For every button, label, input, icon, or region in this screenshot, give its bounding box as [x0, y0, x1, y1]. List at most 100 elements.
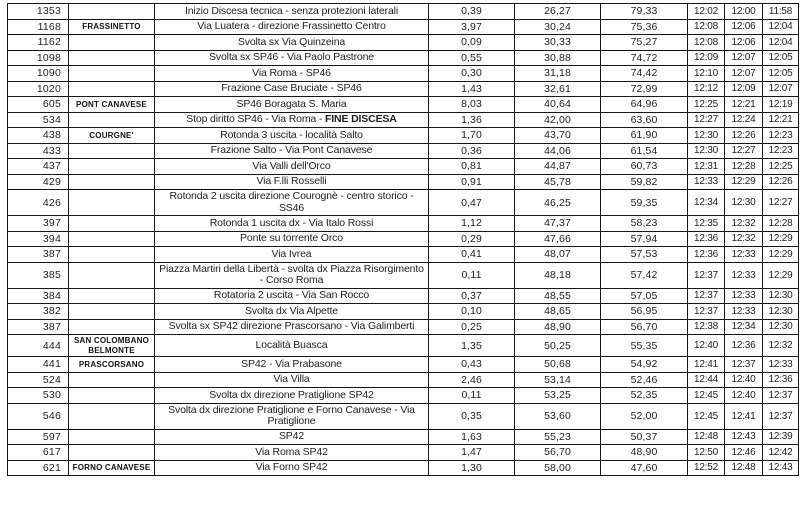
eta-mid-cell: 12:40	[724, 387, 763, 404]
covered-distance-cell: 56,70	[514, 444, 601, 461]
altitude-cell: 437	[7, 158, 69, 175]
remaining-distance-cell: 52,00	[600, 402, 688, 430]
eta-fast-cell: 12:37	[687, 261, 725, 289]
description-text: Via F.lli Rosselli	[256, 175, 327, 187]
location-cell	[68, 142, 155, 159]
table-row: 605 PONT CANAVESE SP46 Boragata S. Maria…	[7, 96, 799, 113]
covered-distance-cell: 32,61	[514, 80, 601, 97]
eta-slow-cell: 12:39	[762, 428, 799, 445]
eta-slow-cell: 12:32	[762, 334, 799, 357]
table-row: 385 Piazza Martiri della Libertà - svolt…	[7, 261, 799, 289]
location-cell: SAN COLOMBANO BELMONTE	[68, 334, 155, 357]
location-cell	[68, 246, 155, 263]
location-cell: FORNO CANAVESE	[68, 459, 155, 476]
eta-fast-cell: 12:50	[687, 444, 725, 461]
remaining-distance-cell: 79,33	[600, 3, 688, 20]
covered-distance-cell: 44,06	[514, 142, 601, 159]
leg-distance-cell: 0,29	[428, 230, 515, 247]
eta-slow-cell: 12:26	[762, 173, 799, 190]
eta-slow-cell: 12:21	[762, 111, 799, 128]
remaining-distance-cell: 59,35	[600, 189, 688, 216]
leg-distance-cell: 2,46	[428, 371, 515, 388]
eta-mid-cell: 12:00	[724, 3, 763, 20]
eta-fast-cell: 12:45	[687, 402, 725, 430]
remaining-distance-cell: 74,72	[600, 49, 688, 66]
description-text: Ponte su torrente Orco	[240, 232, 343, 244]
table-row: 621 FORNO CANAVESE Via Forno SP42 1,30 5…	[7, 459, 799, 476]
remaining-distance-cell: 57,53	[600, 246, 688, 263]
covered-distance-cell: 48,90	[514, 318, 601, 335]
description-text: Piazza Martiri della Libertà - svolta dx…	[159, 262, 424, 286]
description-cell: Stop diritto SP46 - Via Roma - FINE DISC…	[154, 111, 429, 128]
description-cell: SP42	[154, 428, 429, 445]
description-text: Via Ivrea	[271, 247, 312, 260]
description-cell: Svolta dx direzione Pratiglione e Forno …	[154, 402, 429, 430]
eta-mid-cell: 12:46	[724, 444, 763, 461]
description-cell: Rotonda 3 uscita - località Salto	[154, 127, 429, 144]
description-cell: Piazza Martiri della Libertà - svolta dx…	[154, 261, 429, 289]
location-cell	[68, 261, 155, 289]
location-cell	[68, 318, 155, 335]
location-cell	[68, 189, 155, 216]
description-cell: Frazione Case Bruciate - SP46	[154, 80, 429, 97]
eta-slow-cell: 12:36	[762, 371, 799, 388]
eta-mid-cell: 12:41	[724, 402, 763, 430]
description-cell: Rotonda 1 uscita dx - Via Italo Rossi	[154, 215, 429, 232]
eta-fast-cell: 12:08	[687, 18, 725, 35]
remaining-distance-cell: 52,46	[600, 371, 688, 388]
eta-slow-cell: 12:19	[762, 96, 799, 113]
description-cell: Via Forno SP42	[154, 459, 429, 476]
table-row: 387 Svolta sx SP42 direzione Prascorsano…	[7, 318, 799, 335]
covered-distance-cell: 45,78	[514, 173, 601, 190]
description-cell: Via Luatera - direzione Frassinetto Cent…	[154, 18, 429, 35]
leg-distance-cell: 0,39	[428, 3, 515, 20]
leg-distance-cell: 0,81	[428, 158, 515, 175]
location-cell: FRASSINETTO	[68, 18, 155, 35]
altitude-cell: 429	[7, 173, 69, 190]
altitude-cell: 1090	[7, 65, 69, 82]
remaining-distance-cell: 57,94	[600, 230, 688, 247]
table-row: 444 SAN COLOMBANO BELMONTE Località Buas…	[7, 334, 799, 357]
eta-fast-cell: 12:38	[687, 318, 725, 335]
description-text: Via Forno SP42	[255, 461, 328, 473]
eta-slow-cell: 12:05	[762, 65, 799, 82]
description-text: Via Valli dell'Orco	[252, 159, 331, 172]
leg-distance-cell: 0,35	[428, 402, 515, 430]
remaining-distance-cell: 61,54	[600, 142, 688, 159]
table-row: 382 Svolta dx Via Alpette 0,10 48,65 56,…	[7, 303, 799, 320]
description-text: Frazione Case Bruciate - SP46	[221, 82, 362, 94]
leg-distance-cell: 0,91	[428, 173, 515, 190]
leg-distance-cell: 0,36	[428, 142, 515, 159]
covered-distance-cell: 50,68	[514, 356, 601, 373]
eta-slow-cell: 12:04	[762, 18, 799, 35]
eta-fast-cell: 12:34	[687, 189, 725, 216]
altitude-cell: 524	[7, 371, 69, 388]
description-text: Svolta dx direzione Pratiglione SP42	[209, 388, 374, 401]
eta-mid-cell: 12:37	[724, 356, 763, 373]
eta-slow-cell: 12:05	[762, 49, 799, 66]
remaining-distance-cell: 56,95	[600, 303, 688, 320]
leg-distance-cell: 0,47	[428, 189, 515, 216]
description-text: Via Luatera - direzione Frassinetto Cent…	[197, 20, 386, 32]
eta-slow-cell: 12:28	[762, 215, 799, 232]
covered-distance-cell: 42,00	[514, 111, 601, 128]
covered-distance-cell: 30,24	[514, 18, 601, 35]
eta-mid-cell: 12:09	[724, 80, 763, 97]
eta-mid-cell: 12:33	[724, 246, 763, 263]
covered-distance-cell: 53,25	[514, 387, 601, 404]
altitude-cell: 1162	[7, 34, 69, 51]
description-cell: Frazione Salto - Via Pont Canavese	[154, 142, 429, 159]
leg-distance-cell: 1,43	[428, 80, 515, 97]
location-cell	[68, 402, 155, 430]
altitude-cell: 617	[7, 444, 69, 461]
covered-distance-cell: 48,07	[514, 246, 601, 263]
eta-fast-cell: 12:36	[687, 230, 725, 247]
description-cell: Inizio Discesa tecnica - senza protezion…	[154, 3, 429, 20]
description-text: Rotonda 1 uscita dx - Via Italo Rossi	[209, 216, 374, 229]
description-text: Inizio Discesa tecnica - senza protezion…	[184, 4, 399, 17]
table-row: 429 Via F.lli Rosselli 0,91 45,78 59,82 …	[7, 173, 799, 190]
description-cell: Svolta sx SP46 - Via Paolo Pastrone	[154, 49, 429, 66]
covered-distance-cell: 47,37	[514, 215, 601, 232]
eta-slow-cell: 12:04	[762, 34, 799, 51]
eta-fast-cell: 12:45	[687, 387, 725, 404]
